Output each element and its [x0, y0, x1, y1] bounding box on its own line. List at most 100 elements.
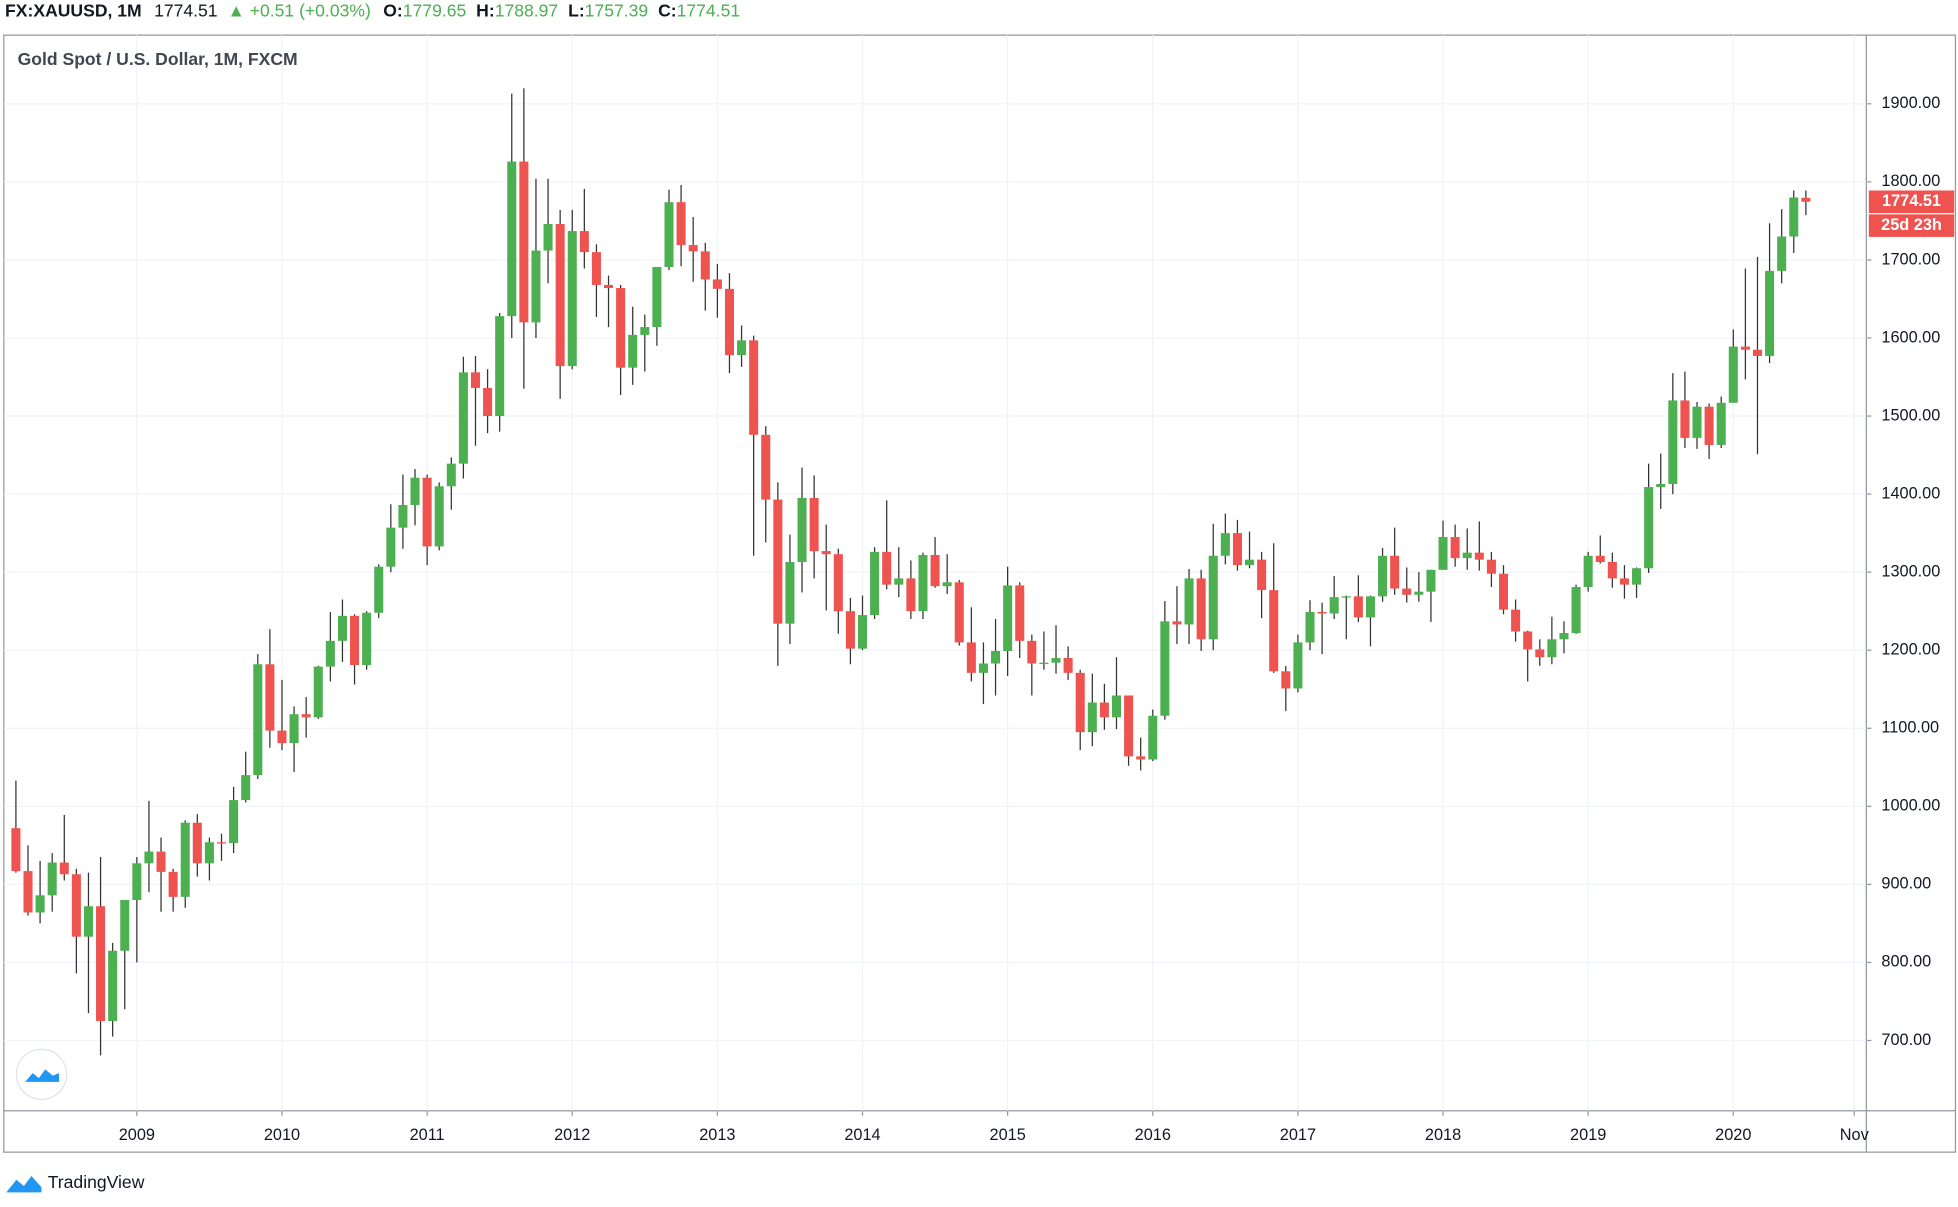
last-price: 1774.51	[154, 0, 217, 20]
candle-body	[1003, 585, 1013, 651]
y-tick-label: 700.00	[1881, 1031, 1931, 1049]
candle-body	[773, 499, 783, 624]
candle-body	[579, 231, 589, 253]
candle-body	[640, 327, 650, 335]
y-tick-label: 1400.00	[1881, 484, 1940, 502]
candle-body	[83, 906, 93, 937]
candle-body	[1450, 537, 1460, 559]
candle-body	[289, 714, 299, 744]
candle-body	[882, 551, 892, 585]
x-tick-label: 2012	[554, 1126, 590, 1144]
candle-body	[1196, 578, 1206, 640]
candle-body	[1087, 702, 1097, 733]
candle-body	[906, 578, 916, 612]
candle-body	[591, 252, 601, 285]
candle-body	[555, 224, 565, 367]
candle-body	[1317, 611, 1327, 614]
y-tick-label: 1100.00	[1881, 719, 1939, 737]
candle-body	[1039, 662, 1049, 664]
x-tick-label: 2015	[990, 1126, 1026, 1144]
x-tick-label: 2017	[1280, 1126, 1316, 1144]
candle-body	[434, 486, 444, 547]
footer-brand: TradingView	[48, 1172, 145, 1192]
candle-body	[1595, 555, 1605, 563]
candle-body	[1474, 552, 1484, 560]
candle-body	[1486, 559, 1496, 574]
candle-body	[1341, 596, 1351, 598]
price-tag	[1868, 190, 1955, 214]
candle-body	[265, 664, 275, 731]
candle-body	[966, 642, 976, 673]
y-tick-label: 1300.00	[1881, 562, 1940, 580]
candle-body	[1365, 596, 1375, 618]
candle-body	[1801, 197, 1811, 202]
candle-body	[1245, 559, 1255, 566]
candle-body	[616, 288, 626, 368]
candle-body	[1099, 702, 1109, 718]
candle-body	[1728, 346, 1738, 403]
candle-body	[1184, 578, 1194, 625]
candle-body	[156, 851, 166, 872]
candle-body	[1269, 590, 1279, 672]
candle-body	[991, 650, 1001, 664]
countdown-label: 25d 23h	[1881, 216, 1942, 234]
candle-body	[797, 498, 807, 563]
candle-body	[543, 224, 553, 251]
candle-body	[894, 578, 904, 585]
candle-body	[96, 906, 106, 1021]
x-tick-label: 2010	[264, 1126, 300, 1144]
candle-body	[978, 663, 988, 673]
candle-body	[1583, 555, 1593, 587]
x-tick-label: 2011	[410, 1126, 445, 1144]
candle-body	[120, 899, 130, 951]
candle-body	[180, 822, 190, 897]
symbol: FX:XAUUSD, 1M	[5, 0, 142, 20]
candle-body	[857, 615, 868, 649]
candle-body	[350, 615, 360, 666]
candle-body	[313, 666, 323, 718]
candle-body	[1789, 197, 1799, 237]
candle-body	[71, 874, 81, 937]
change: ▲ +0.51 (+0.03%)	[227, 0, 370, 20]
x-tick-label: 2013	[699, 1126, 735, 1144]
candle-body	[507, 161, 517, 317]
candle-body	[567, 231, 577, 367]
candle-body	[1716, 402, 1726, 445]
candle-body	[1378, 555, 1388, 597]
candle-body	[168, 871, 178, 897]
candle-body	[749, 340, 759, 435]
candle-body	[870, 551, 880, 616]
candle-body	[1027, 640, 1037, 664]
y-tick-label: 1600.00	[1881, 328, 1940, 346]
y-tick-label: 900.00	[1881, 875, 1931, 893]
candle-body	[1402, 588, 1412, 595]
candle-body	[1257, 559, 1267, 591]
candle-body	[519, 161, 529, 323]
candle-body	[398, 505, 408, 528]
candle-body	[1111, 695, 1122, 718]
candle-body	[410, 477, 420, 506]
candle-body	[253, 664, 263, 776]
candle-body	[1075, 672, 1085, 733]
candle-body	[495, 316, 505, 417]
y-tick-label: 1000.00	[1881, 797, 1940, 815]
candle-body	[724, 288, 734, 356]
candle-body	[930, 554, 940, 587]
candle-body	[1644, 487, 1654, 569]
candle-body	[1656, 483, 1666, 488]
candle-body	[1765, 270, 1775, 356]
candle-body	[1136, 756, 1146, 760]
candle-body	[386, 527, 396, 567]
candle-body	[325, 640, 335, 667]
y-tick-label: 1500.00	[1881, 406, 1940, 424]
candle-body	[1329, 597, 1339, 614]
candle-body	[470, 372, 481, 388]
candle-body	[628, 334, 638, 368]
candle-body	[337, 615, 347, 641]
candle-body	[1571, 586, 1581, 634]
candle-body	[652, 266, 662, 328]
x-tick-label: 2019	[1570, 1126, 1606, 1144]
candle-body	[1680, 400, 1690, 438]
candle-body	[833, 554, 843, 612]
